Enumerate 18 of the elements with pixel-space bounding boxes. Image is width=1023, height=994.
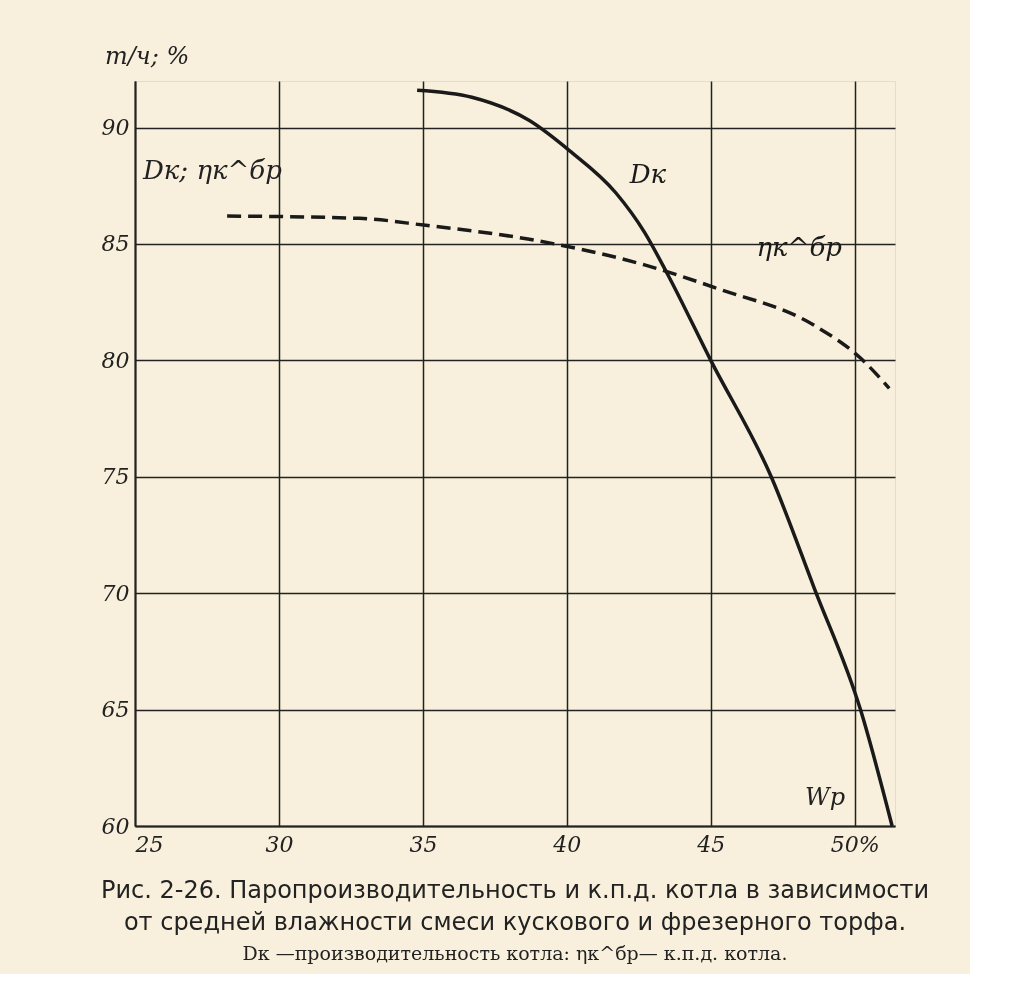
y-axis-title: т/ч; % (105, 42, 190, 70)
text: Рис. 2-26. Паропроизводительность и к.п.д. котла в зависимости от средней влажности смеси кускового и фрезерного торфа. (100, 876, 930, 936)
x-tick-label: 40 (552, 831, 582, 857)
x-tick-label: 50% (830, 831, 880, 857)
x-axis-title: Wр (805, 783, 846, 811)
y-tick-label: 90 (101, 115, 130, 141)
x-tick-label: 35 (409, 831, 438, 857)
x-tick-label: 30 (265, 831, 294, 857)
series-label: Dк (628, 158, 667, 189)
y-tick-label: 70 (101, 580, 130, 606)
y-tick-label: 75 (101, 464, 130, 490)
x-tick-label: 45 (696, 831, 726, 857)
text: Dк —производительность котла: ηк^бр— к.п.д. котла. (242, 942, 788, 964)
y-tick-label: 65 (101, 697, 130, 723)
y-tick-label: 80 (101, 347, 130, 373)
y-tick-label: 60 (101, 813, 130, 839)
y-tick-label: 85 (101, 231, 130, 257)
x-tick-label: 25 (134, 831, 164, 857)
